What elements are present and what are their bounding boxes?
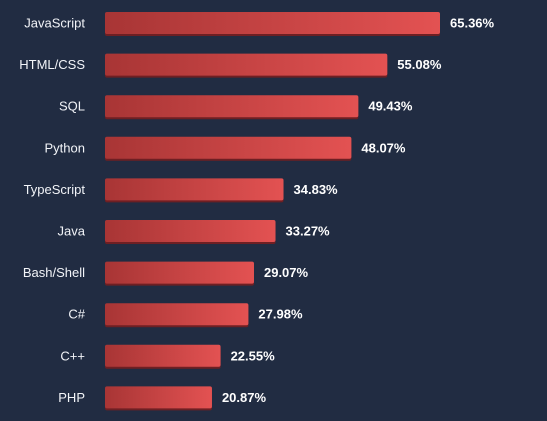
category-label: Python	[45, 140, 85, 155]
bar-row: C++ 22.55%	[60, 344, 276, 369]
category-label: Java	[58, 224, 86, 239]
bar	[105, 303, 249, 326]
bar	[105, 220, 276, 242]
value-label: 55.08%	[397, 57, 442, 72]
bar	[105, 95, 359, 118]
value-label: 33.27%	[286, 224, 331, 239]
bar	[105, 53, 388, 76]
bar-row: SQL 49.43%	[59, 95, 413, 120]
bar	[105, 344, 221, 367]
category-label: JavaScript	[24, 16, 85, 31]
bar	[105, 136, 352, 159]
bar-row: JavaScript 65.36%	[24, 12, 495, 36]
bar-row: PHP 20.87%	[58, 386, 267, 411]
value-label: 65.36%	[450, 16, 495, 31]
value-label: 22.55%	[231, 348, 276, 363]
bar-row: Bash/Shell 29.07%	[23, 261, 309, 286]
bar	[105, 12, 440, 34]
value-label: 48.07%	[361, 140, 406, 155]
category-label: HTML/CSS	[19, 57, 85, 72]
category-label: C++	[60, 348, 85, 363]
category-label: Bash/Shell	[23, 265, 85, 280]
bar-row: Python 48.07%	[45, 136, 406, 161]
category-label: C#	[68, 307, 85, 322]
category-label: PHP	[58, 390, 85, 405]
value-label: 20.87%	[222, 390, 267, 405]
bar-row: TypeScript 34.83%	[24, 178, 339, 203]
bar	[105, 386, 212, 409]
value-label: 34.83%	[294, 182, 339, 197]
value-label: 27.98%	[258, 307, 303, 322]
bar	[105, 178, 284, 201]
bar-row: C# 27.98%	[68, 303, 303, 328]
bar-row: HTML/CSS 55.08%	[19, 53, 442, 78]
value-label: 29.07%	[264, 265, 309, 280]
category-label: SQL	[59, 99, 85, 114]
value-label: 49.43%	[368, 99, 413, 114]
category-label: TypeScript	[24, 182, 86, 197]
bar	[105, 261, 254, 284]
bar-row: Java 33.27%	[58, 220, 331, 244]
